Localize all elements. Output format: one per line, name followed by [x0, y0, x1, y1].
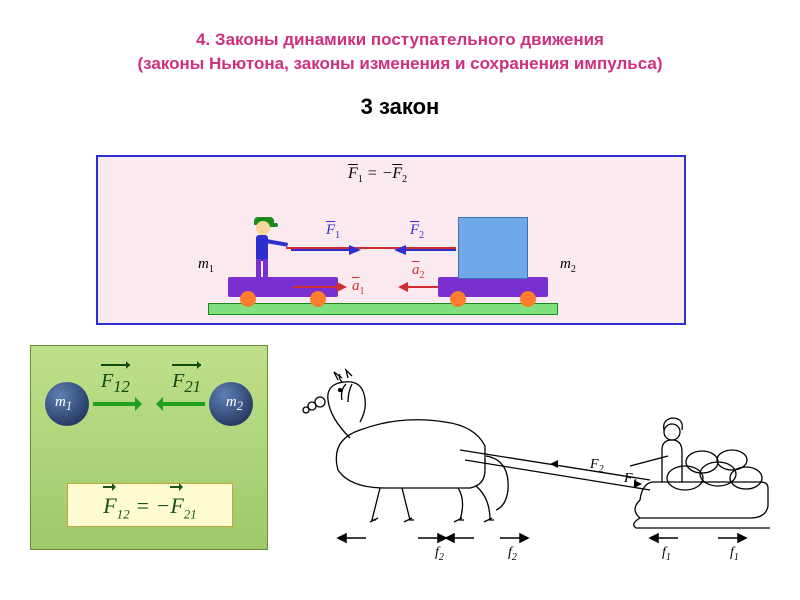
ground-strip [208, 303, 558, 315]
label-m1-ball: m1 [55, 394, 72, 414]
label-f2: F2 [410, 222, 424, 241]
subtitle: 3 закон [0, 94, 800, 120]
label-a1: a1 [352, 278, 365, 297]
title-line-2: (законы Ньютона, законы изменения и сохр… [0, 52, 800, 76]
slide-title: 4. Законы динамики поступательного движе… [0, 0, 800, 76]
person-icon [248, 221, 278, 279]
svg-text:f2: f2 [435, 545, 444, 560]
title-line-1: 4. Законы динамики поступательного движе… [0, 28, 800, 52]
force-arrow-f21 [161, 402, 205, 406]
svg-text:f1: f1 [730, 545, 739, 560]
wheel-icon [310, 291, 326, 307]
label-f12: F12 [101, 370, 130, 397]
label-a2: a2 [412, 262, 425, 281]
force-arrow-f1 [291, 243, 361, 257]
horse-sled-sketch: F2 F1 f2 f2 f1 f1 [290, 360, 780, 560]
wheel-icon [450, 291, 466, 307]
svg-text:f2: f2 [508, 545, 517, 560]
wheel-icon [240, 291, 256, 307]
carts-diagram: F1 = −F2 m1 m2 F1 F2 a1 a2 [96, 155, 686, 325]
svg-text:F2: F2 [589, 457, 604, 475]
balls-row: m1 m2 F12 F21 [31, 374, 267, 434]
wheel-icon [520, 291, 536, 307]
label-f1: F1 [326, 222, 340, 241]
cart-right [438, 277, 548, 297]
formula-card: m1 m2 F12 F21 F12 = −F21 [30, 345, 268, 550]
equation-box: F12 = −F21 [67, 483, 233, 527]
svg-text:f1: f1 [662, 545, 671, 560]
label-m1: m1 [198, 256, 214, 275]
label-m2-ball: m2 [226, 394, 243, 414]
label-m2: m2 [560, 256, 576, 275]
block-icon [458, 217, 528, 279]
top-equation: F1 = −F2 [348, 165, 407, 185]
force-arrow-f2 [394, 243, 456, 257]
accel-arrow-a1 [293, 281, 347, 293]
force-arrow-f12 [93, 402, 137, 406]
accel-arrow-a2 [398, 281, 438, 293]
label-f21: F21 [172, 370, 201, 397]
